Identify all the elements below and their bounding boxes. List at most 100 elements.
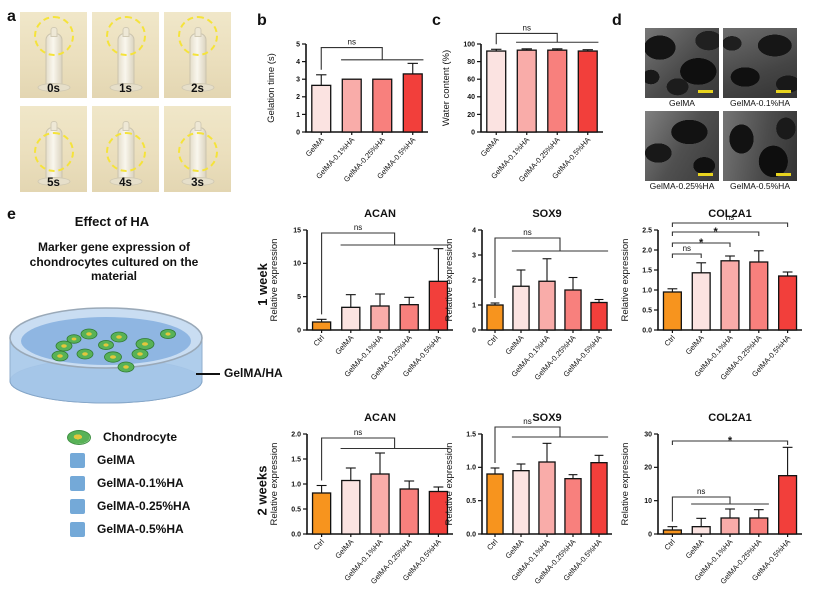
svg-text:Ctrl: Ctrl (662, 333, 677, 348)
gelation-time-chart: 0 1 2 3 4 5 Gelation time (s) GelMA GelMA-0.1%HA… (262, 18, 436, 196)
svg-text:60: 60 (467, 77, 475, 84)
svg-text:Ctrl: Ctrl (312, 537, 327, 552)
svg-text:0: 0 (471, 129, 475, 136)
sem-image (723, 111, 797, 181)
sem-cell-gelma-05ha: GelMA-0.5%HA (723, 111, 797, 192)
svg-text:0.5: 0.5 (466, 498, 476, 505)
svg-text:2.0: 2.0 (291, 431, 301, 438)
panel-letter-e: e (7, 206, 16, 223)
svg-text:COL2A1: COL2A1 (708, 208, 751, 220)
svg-text:GelMA: GelMA (304, 135, 326, 158)
svg-text:100: 100 (463, 41, 475, 48)
svg-text:Relative expression: Relative expression (269, 239, 280, 322)
svg-text:Relative expression: Relative expression (269, 443, 280, 526)
svg-text:Relative expression: Relative expression (444, 443, 455, 526)
svg-text:10: 10 (644, 498, 652, 505)
svg-text:4: 4 (472, 227, 476, 234)
sem-image-label: GelMA-0.1%HA (730, 98, 790, 108)
gelation-photo: 5s (20, 106, 87, 192)
svg-text:5: 5 (297, 294, 301, 301)
svg-text:10: 10 (293, 261, 301, 268)
svg-text:ns: ns (523, 228, 531, 237)
svg-text:30: 30 (644, 431, 652, 438)
legend-item-gelma-025ha: GelMA-0.25%HA (70, 497, 190, 515)
legend-item-gelma-01ha: GelMA-0.1%HA (70, 474, 190, 492)
experiment-description: Marker gene expression of chondrocytes c… (29, 240, 199, 283)
svg-text:ns: ns (354, 223, 362, 232)
svg-text:15: 15 (293, 227, 301, 234)
panel-letter-a: a (7, 8, 16, 25)
svg-text:*: * (699, 237, 704, 249)
svg-text:1.0: 1.0 (466, 465, 476, 472)
highlight-circle-icon (177, 132, 218, 172)
svg-text:Ctrl: Ctrl (485, 333, 500, 348)
svg-text:ns: ns (726, 213, 734, 222)
sem-image (645, 28, 719, 98)
gelation-photo: 0s (20, 12, 87, 98)
svg-text:0.0: 0.0 (291, 531, 301, 538)
svg-text:0.5: 0.5 (291, 506, 301, 513)
highlight-circle-icon (177, 16, 218, 56)
svg-text:5: 5 (296, 41, 300, 48)
svg-text:0.0: 0.0 (642, 327, 652, 334)
svg-text:0: 0 (472, 327, 476, 334)
svg-text:0: 0 (648, 531, 652, 538)
svg-text:*: * (713, 226, 718, 238)
svg-text:Relative expression: Relative expression (620, 443, 631, 526)
material-legend: Chondrocyte GelMA GelMA-0.1%HA GelMA-0.2… (67, 428, 190, 538)
sem-image-label: GelMA-0.5%HA (730, 181, 790, 191)
legend-item-gelma-05ha: GelMA-0.5%HA (70, 520, 190, 538)
acan-2weeks-chart: 0.0 0.5 1.0 1.5 2.0 Relative expression ACAN Ct… (265, 400, 461, 600)
sem-cell-gelma-01ha: GelMA-0.1%HA (723, 28, 797, 109)
svg-text:3: 3 (296, 77, 300, 84)
sem-image-label: GelMA-0.25%HA (649, 181, 715, 191)
svg-text:*: * (728, 435, 733, 447)
effect-of-ha-title: Effect of HA (74, 214, 150, 229)
highlight-circle-icon (33, 132, 74, 172)
svg-text:ACAN: ACAN (364, 412, 396, 424)
svg-text:ns: ns (523, 417, 531, 426)
svg-text:0.0: 0.0 (466, 531, 476, 538)
gelation-photo: 1s (92, 12, 159, 98)
svg-text:SOX9: SOX9 (532, 412, 561, 424)
blue-square-icon (70, 452, 85, 468)
sem-image-grid: GelMA GelMA-0.1%HA GelMA-0.25%HA GelMA-0… (645, 28, 797, 192)
svg-text:ns: ns (697, 487, 705, 496)
water-content-chart: 0 20 40 60 80 100 Water content (%) GelMA GelMA-… (437, 18, 611, 196)
svg-text:0.5: 0.5 (642, 307, 652, 314)
panel-letter-d: d (612, 12, 622, 29)
svg-text:1.5: 1.5 (642, 267, 652, 274)
blue-square-icon (70, 475, 85, 491)
svg-text:1.5: 1.5 (466, 431, 476, 438)
svg-text:Ctrl: Ctrl (312, 333, 327, 348)
sem-cell-gelma-025ha: GelMA-0.25%HA (645, 111, 719, 192)
svg-text:1.0: 1.0 (291, 481, 301, 488)
time-label: 0s (47, 83, 60, 95)
col2a1-1week-chart: 0.0 0.5 1.0 1.5 2.0 2.5 Relative expression COL… (616, 196, 810, 396)
svg-text:Ctrl: Ctrl (485, 537, 500, 552)
highlight-circle-icon (33, 16, 74, 56)
chondrocyte-cells (51, 328, 176, 373)
svg-text:1: 1 (296, 112, 300, 119)
time-label: 2s (191, 83, 204, 95)
legend-label: Chondrocyte (103, 430, 178, 444)
dish-pointer-line (196, 373, 220, 375)
svg-text:GelMA: GelMA (503, 333, 525, 356)
scale-bar (698, 90, 713, 93)
sem-image (645, 111, 719, 181)
dish-label: GelMA/HA (224, 366, 283, 380)
sem-cell-gelma: GelMA (645, 28, 719, 109)
svg-text:1.0: 1.0 (642, 287, 652, 294)
legend-label: GelMA-0.1%HA (97, 476, 184, 490)
svg-text:Gelation time (s): Gelation time (s) (266, 53, 277, 123)
svg-text:GelMA: GelMA (684, 537, 706, 560)
scale-bar (776, 90, 791, 93)
svg-text:Relative expression: Relative expression (444, 239, 455, 322)
svg-text:2: 2 (296, 94, 300, 101)
svg-text:20: 20 (467, 112, 475, 119)
gelation-photo: 2s (164, 12, 231, 98)
highlight-circle-icon (105, 132, 146, 172)
svg-text:GelMA: GelMA (479, 135, 501, 158)
scale-bar (698, 173, 713, 176)
